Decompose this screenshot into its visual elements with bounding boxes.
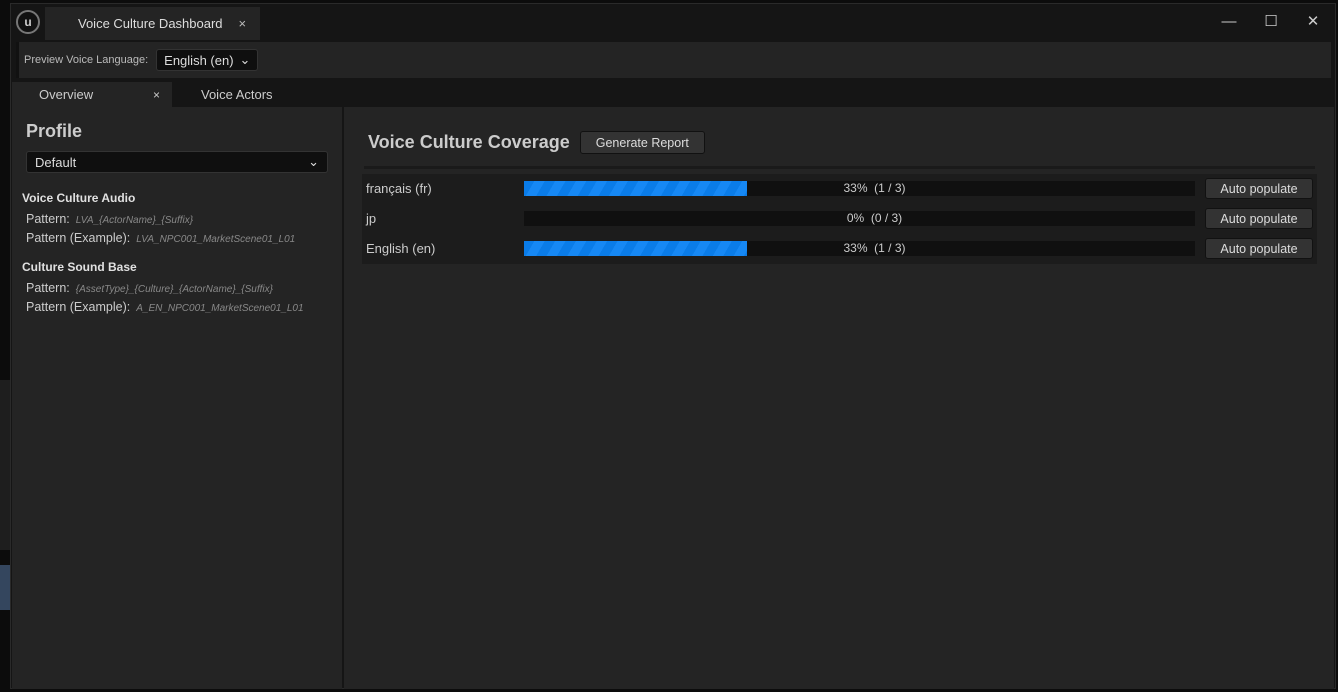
profile-title: Profile	[26, 121, 83, 141]
culture-name: jp	[366, 211, 377, 226]
window-tab[interactable]: Voice Culture Dashboard ×	[45, 7, 261, 40]
coverage-row: jp 0% (0 / 3) Auto populate	[362, 204, 1317, 234]
pattern-value: LVA_{ActorName}_{Suffix}	[75, 215, 194, 226]
close-window-button[interactable]: ✕	[1306, 13, 1320, 30]
pattern-row: Pattern: LVA_{ActorName}_{Suffix}	[26, 212, 193, 226]
coverage-header: Voice Culture Coverage Generate Report	[368, 131, 705, 154]
coverage-list: français (fr) 33% (1 / 3) Auto populate j…	[362, 174, 1317, 264]
progress-text: 0% (0 / 3)	[846, 211, 903, 225]
tab-voice-actors[interactable]: Voice Actors	[201, 87, 273, 102]
background-editor-fragment	[0, 380, 10, 550]
generate-report-button[interactable]: Generate Report	[579, 131, 705, 154]
profile-dropdown[interactable]: Default ⌄	[26, 151, 328, 173]
preview-language-dropdown[interactable]: English (en) ⌄	[156, 49, 259, 71]
chevron-down-icon: ⌄	[239, 52, 251, 67]
pattern-value: {AssetType}_{Culture}_{ActorName}_{Suffi…	[75, 284, 273, 295]
coverage-row: français (fr) 33% (1 / 3) Auto populate	[362, 174, 1317, 204]
coverage-progress-bar: 0% (0 / 3)	[524, 211, 1195, 226]
culture-name: English (en)	[366, 241, 436, 256]
progress-fill	[524, 181, 748, 196]
example-label: Pattern (Example):	[26, 231, 131, 245]
divider	[364, 166, 1315, 169]
pattern-label: Pattern:	[26, 212, 70, 226]
progress-text: 33% (1 / 3)	[843, 181, 906, 195]
example-row: Pattern (Example): LVA_NPC001_MarketScene…	[26, 231, 295, 245]
maximize-button[interactable]: ☐	[1264, 13, 1278, 30]
culture-name: français (fr)	[366, 181, 432, 196]
profile-value: Default	[35, 154, 77, 170]
profile-panel: Profile Default ⌄ Voice Culture Audio Pa…	[12, 107, 342, 689]
example-label: Pattern (Example):	[26, 300, 131, 314]
coverage-title: Voice Culture Coverage	[368, 132, 570, 152]
example-value: A_EN_NPC001_MarketScene01_L01	[136, 303, 304, 314]
preview-language-label: Preview Voice Language:	[24, 54, 149, 66]
toolbar: Preview Voice Language: English (en) ⌄	[16, 42, 1331, 78]
auto-populate-button[interactable]: Auto populate	[1205, 178, 1313, 199]
close-tab-icon[interactable]: ×	[238, 16, 247, 31]
minimize-button[interactable]: —	[1221, 12, 1237, 30]
tab-bar: Overview × Voice Actors	[11, 80, 1335, 107]
example-row: Pattern (Example): A_EN_NPC001_MarketScen…	[26, 300, 304, 314]
pattern-label: Pattern:	[26, 281, 70, 295]
auto-populate-button[interactable]: Auto populate	[1205, 238, 1313, 259]
coverage-progress-bar: 33% (1 / 3)	[524, 241, 1195, 256]
tab-label: Overview	[39, 87, 94, 102]
section-title: Voice Culture Audio	[22, 191, 136, 205]
section-title: Culture Sound Base	[22, 260, 137, 274]
dashboard-window: u Voice Culture Dashboard × — ☐ ✕ Previe…	[10, 3, 1336, 689]
auto-populate-button[interactable]: Auto populate	[1205, 208, 1313, 229]
close-tab-icon[interactable]: ×	[152, 87, 160, 102]
unreal-logo-icon: u	[16, 10, 40, 34]
chevron-down-icon: ⌄	[308, 154, 319, 169]
coverage-row: English (en) 33% (1 / 3) Auto populate	[362, 234, 1317, 264]
progress-fill	[524, 241, 748, 256]
progress-text: 33% (1 / 3)	[843, 241, 906, 255]
coverage-progress-bar: 33% (1 / 3)	[524, 181, 1195, 196]
background-editor-fragment	[0, 565, 10, 610]
title-bar: u Voice Culture Dashboard × — ☐ ✕	[11, 4, 1335, 42]
window-tab-title: Voice Culture Dashboard	[78, 16, 223, 31]
coverage-panel: Voice Culture Coverage Generate Report f…	[344, 107, 1334, 689]
pattern-row: Pattern: {AssetType}_{Culture}_{ActorName…	[26, 281, 273, 295]
preview-language-value: English (en)	[164, 52, 234, 68]
tab-overview[interactable]: Overview ×	[12, 82, 172, 107]
example-value: LVA_NPC001_MarketScene01_L01	[136, 234, 296, 245]
